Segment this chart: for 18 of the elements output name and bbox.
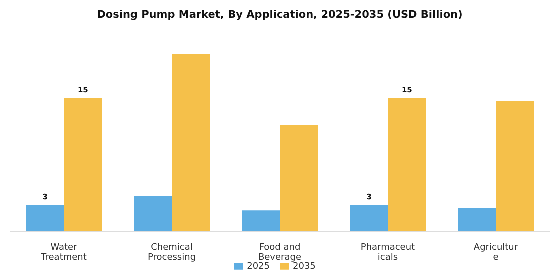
- bar: [388, 98, 426, 232]
- bar: [64, 98, 102, 232]
- bar: [242, 210, 280, 232]
- bar: [350, 205, 388, 232]
- x-tick-label: Pharmaceuticals: [360, 243, 416, 263]
- bar: [172, 54, 210, 232]
- bar: [496, 101, 534, 232]
- x-tick-label: Water Treatment: [40, 243, 88, 263]
- legend-label: 2035: [293, 262, 316, 272]
- bar: [26, 205, 64, 232]
- bar: [134, 196, 172, 232]
- bar: [458, 208, 496, 232]
- legend-label: 2025: [247, 262, 270, 272]
- chart-title: Dosing Pump Market, By Application, 2025-2035 (USD Billion): [96, 8, 464, 23]
- x-tick-label: Chemical Processing: [148, 243, 196, 263]
- x-tick-label: Agriculture: [474, 243, 518, 263]
- x-tick-label: Food and Beverage: [258, 243, 302, 263]
- bar: [280, 125, 318, 232]
